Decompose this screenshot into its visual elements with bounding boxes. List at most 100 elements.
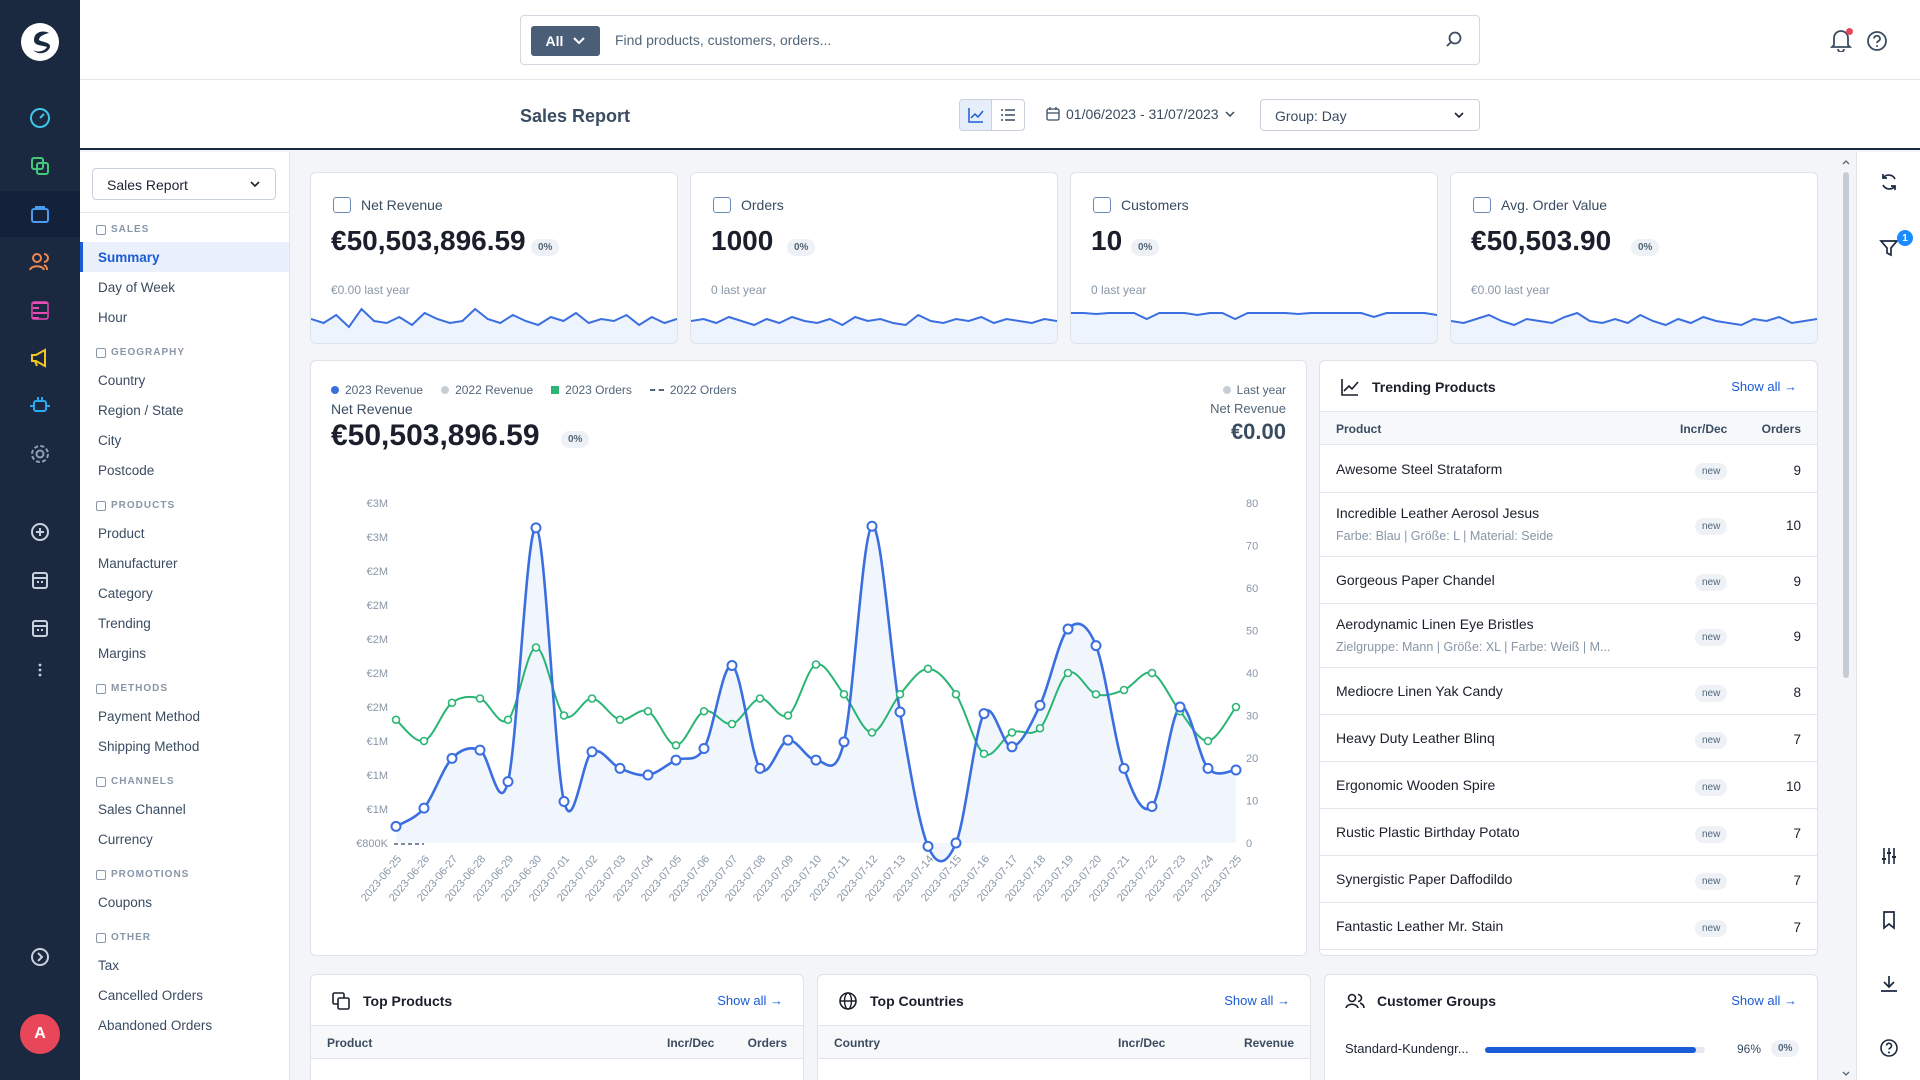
nav-item-margins[interactable]: Margins <box>98 645 147 661</box>
customers-icon[interactable] <box>26 248 54 276</box>
revenue-point[interactable] <box>1034 699 1046 711</box>
product-name[interactable]: Rustic Plastic Birthday Potato <box>1336 824 1520 840</box>
user-avatar[interactable]: A <box>20 1014 60 1054</box>
trending-product-row[interactable]: Synergistic Paper Daffodildo new 7 <box>1320 856 1817 903</box>
page-scrollbar[interactable] <box>1842 158 1850 1078</box>
kpi-card-customers[interactable]: Customers 10 0% 0 last year <box>1070 172 1438 344</box>
global-search[interactable]: All Find products, customers, orders... <box>520 15 1480 65</box>
orders-point[interactable] <box>559 711 569 720</box>
nav-item-day-of-week[interactable]: Day of Week <box>98 279 176 295</box>
list-view-button[interactable] <box>992 100 1024 130</box>
orders-point[interactable] <box>979 749 989 759</box>
nav-item-shipping-method[interactable]: Shipping Method <box>98 738 200 754</box>
orders-icon[interactable] <box>0 191 80 237</box>
trending-product-row[interactable]: Rustic Plastic Birthday Potato new 7 <box>1320 809 1817 856</box>
chart-view-button[interactable] <box>960 100 993 130</box>
more-dots-icon[interactable] <box>26 656 54 684</box>
kpi-card-orders[interactable]: Orders 1000 0% 0 last year <box>690 172 1058 344</box>
revenue-point[interactable] <box>558 796 570 808</box>
product-name[interactable]: Synergistic Paper Daffodildo <box>1336 871 1513 887</box>
revenue-point[interactable] <box>614 762 626 774</box>
col-orders[interactable]: Orders <box>1761 422 1801 436</box>
revenue-point[interactable] <box>418 802 430 814</box>
bookmark-icon[interactable] <box>1879 910 1899 930</box>
download-icon[interactable] <box>1879 974 1899 994</box>
group-by-select[interactable]: Group: Day <box>1260 99 1480 131</box>
orders-point[interactable] <box>503 715 513 725</box>
refresh-icon[interactable] <box>1879 172 1899 192</box>
customer-groups-show-all-link[interactable]: Show all → <box>1731 993 1797 1008</box>
orders-point[interactable] <box>1063 668 1073 678</box>
revenue-point[interactable] <box>922 840 934 852</box>
revenue-point[interactable] <box>754 762 766 774</box>
trending-product-row[interactable]: Awesome Steel Strataform new 9 <box>1320 446 1817 493</box>
revenue-point[interactable] <box>390 820 402 832</box>
orders-point[interactable] <box>1007 728 1017 737</box>
orders-point[interactable] <box>811 660 821 669</box>
trending-product-row[interactable]: Incredible Leather Aerosol Jesus Farbe: B… <box>1320 493 1817 557</box>
kpi-card-net-revenue[interactable]: Net Revenue €50,503,896.59 0% €0.00 last ye… <box>310 172 678 344</box>
trending-product-row[interactable]: Ergonomic Wooden Spire new 10 <box>1320 762 1817 809</box>
orders-point[interactable] <box>1203 736 1213 746</box>
collapse-sidebar-icon[interactable] <box>26 943 54 971</box>
revenue-point[interactable] <box>530 522 542 534</box>
kpi-card-avg-order-value[interactable]: Avg. Order Value €50,503.90 0% €0.00 last y… <box>1450 172 1818 344</box>
filter-icon[interactable] <box>1879 238 1899 258</box>
revenue-point[interactable] <box>474 744 486 756</box>
extensions-icon[interactable] <box>26 392 54 420</box>
scroll-up-arrow-icon[interactable] <box>1842 158 1850 166</box>
product-name[interactable]: Ergonomic Wooden Spire <box>1336 777 1496 793</box>
product-name[interactable]: Aerodynamic Linen Eye Bristles <box>1336 616 1534 632</box>
revenue-point[interactable] <box>1090 640 1102 652</box>
settings-gear-icon[interactable] <box>26 440 54 468</box>
orders-point[interactable] <box>391 715 401 725</box>
nav-item-cancelled-orders[interactable]: Cancelled Orders <box>98 987 204 1003</box>
nav-item-sales-channel[interactable]: Sales Channel <box>98 801 186 817</box>
orders-point[interactable] <box>727 719 737 729</box>
search-icon[interactable] <box>1445 31 1463 49</box>
product-name[interactable]: Fantastic Leather Mr. Stain <box>1336 918 1504 934</box>
orders-point[interactable] <box>755 694 765 703</box>
storefront-icon[interactable] <box>26 566 54 594</box>
nav-item-city[interactable]: City <box>98 432 122 448</box>
nav-item-manufacturer[interactable]: Manufacturer <box>98 555 178 571</box>
revenue-point[interactable] <box>446 752 458 764</box>
scrollbar-thumb[interactable] <box>1843 172 1849 678</box>
help-circle-icon[interactable] <box>1879 1038 1899 1058</box>
catalogue-icon[interactable] <box>26 152 54 180</box>
nav-item-region-state[interactable]: Region / State <box>98 402 184 418</box>
revenue-point[interactable] <box>950 837 962 849</box>
date-range-picker[interactable]: 01/06/2023 - 31/07/2023 <box>1046 106 1235 122</box>
revenue-point[interactable] <box>1146 801 1158 813</box>
customer-group-row[interactable]: Standard-Kundengr... 96% 0% <box>1345 1040 1805 1057</box>
orders-point[interactable] <box>1119 685 1129 695</box>
revenue-point[interactable] <box>978 708 990 720</box>
trending-product-row[interactable]: Aerodynamic Linen Eye Bristles Zielgruppe… <box>1320 604 1817 668</box>
orders-point[interactable] <box>699 706 709 716</box>
orders-point[interactable] <box>783 711 793 720</box>
product-name[interactable]: Incredible Leather Aerosol Jesus <box>1336 505 1540 521</box>
orders-point[interactable] <box>951 689 961 699</box>
revenue-point[interactable] <box>782 734 794 746</box>
product-name[interactable]: Awesome Steel Strataform <box>1336 461 1503 477</box>
top-products-show-all-link[interactable]: Show all → <box>717 993 783 1008</box>
revenue-point[interactable] <box>586 746 598 758</box>
orders-point[interactable] <box>1035 723 1045 733</box>
orders-point[interactable] <box>895 689 905 699</box>
revenue-point[interactable] <box>810 754 822 766</box>
orders-point[interactable] <box>671 740 681 750</box>
legend-item-2022-orders[interactable]: 2022 Orders <box>649 383 737 397</box>
orders-point[interactable] <box>867 728 877 737</box>
nav-item-abandoned-orders[interactable]: Abandoned Orders <box>98 1017 213 1033</box>
revenue-point[interactable] <box>670 754 682 766</box>
orders-point[interactable] <box>839 689 849 699</box>
revenue-point[interactable] <box>838 736 850 748</box>
nav-item-currency[interactable]: Currency <box>98 831 153 847</box>
top-countries-show-all-link[interactable]: Show all → <box>1224 993 1290 1008</box>
legend-item-2023-revenue[interactable]: 2023 Revenue <box>331 383 423 397</box>
nav-item-trending[interactable]: Trending <box>98 615 151 631</box>
orders-point[interactable] <box>923 664 933 674</box>
col-incr-dec[interactable]: Incr/Dec <box>667 1036 715 1050</box>
revenue-point[interactable] <box>1230 764 1242 776</box>
nav-item-payment-method[interactable]: Payment Method <box>98 708 201 724</box>
